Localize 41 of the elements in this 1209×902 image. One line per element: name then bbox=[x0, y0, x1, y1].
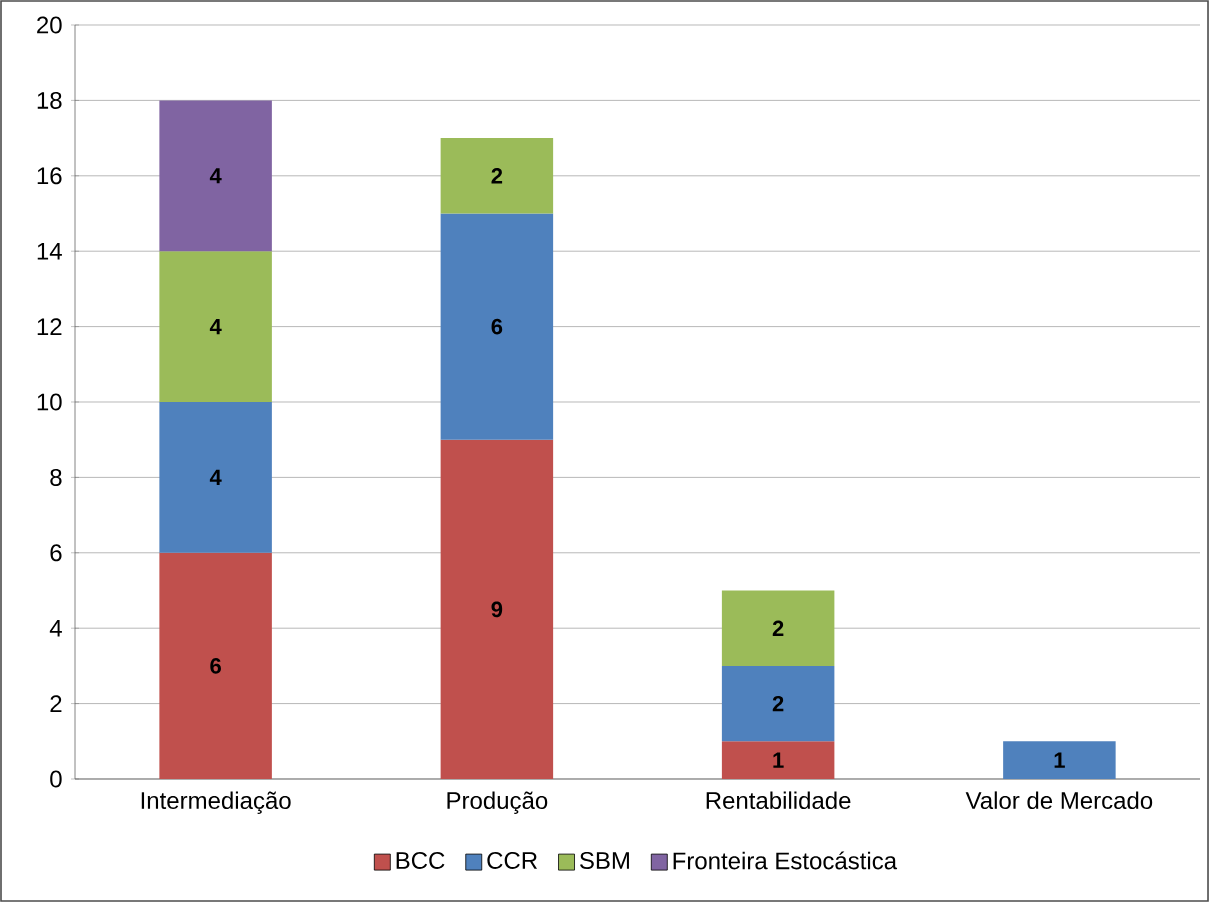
bar bbox=[440, 439, 554, 779]
x-tick-label: Produção bbox=[447, 791, 548, 814]
x-tick-label: Intermediação bbox=[141, 791, 291, 814]
y-tick-label: 14 bbox=[37, 242, 62, 260]
data-label: 2 bbox=[772, 695, 784, 712]
bar bbox=[159, 100, 272, 252]
data-label: 1 bbox=[1054, 752, 1065, 768]
y-tick-label: 2 bbox=[50, 695, 62, 712]
bar bbox=[159, 552, 272, 779]
y-tick-label: 12 bbox=[37, 318, 62, 335]
legend-label: BCC bbox=[396, 851, 445, 869]
data-label: 4 bbox=[209, 469, 222, 485]
bar bbox=[440, 213, 554, 440]
bar bbox=[1003, 741, 1116, 779]
y-tick-label: 8 bbox=[50, 468, 62, 486]
bar bbox=[159, 251, 272, 402]
legend-label: CCR bbox=[487, 851, 538, 869]
x-tick-label: Valor de Mercado bbox=[965, 791, 1153, 810]
data-label: 6 bbox=[210, 658, 221, 674]
y-tick-label: 18 bbox=[37, 91, 62, 109]
bar bbox=[721, 741, 835, 779]
data-label: 1 bbox=[773, 752, 784, 768]
data-label: 2 bbox=[772, 620, 784, 636]
data-label: 4 bbox=[209, 168, 222, 184]
y-tick-label: 20 bbox=[37, 16, 62, 34]
bar bbox=[440, 138, 554, 214]
x-tick-label: Rentabilidade bbox=[706, 791, 851, 810]
bar bbox=[159, 401, 272, 553]
legend-label: SBM bbox=[580, 851, 629, 869]
y-tick-label: 16 bbox=[37, 167, 62, 185]
data-label: 9 bbox=[491, 601, 503, 618]
y-tick-label: 0 bbox=[50, 770, 62, 788]
y-tick-label: 4 bbox=[49, 619, 62, 637]
bar bbox=[721, 590, 835, 666]
data-label: 6 bbox=[491, 318, 503, 335]
legend-label: Fronteira Estocástica bbox=[673, 851, 898, 870]
bar bbox=[721, 665, 835, 742]
data-label: 4 bbox=[209, 319, 222, 335]
y-tick-label: 6 bbox=[50, 544, 62, 562]
data-label: 2 bbox=[491, 168, 503, 184]
y-tick-label: 10 bbox=[37, 393, 62, 411]
